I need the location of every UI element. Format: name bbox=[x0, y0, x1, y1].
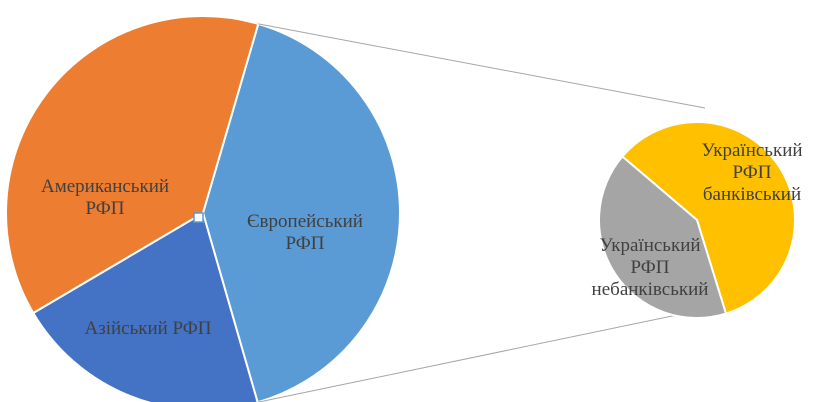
selection-handle bbox=[193, 212, 204, 223]
slice-label: Український РФП небанківський bbox=[592, 235, 709, 300]
slice-label: Європейський РФП bbox=[247, 211, 363, 254]
slice-label: Український РФП банківський bbox=[701, 140, 802, 205]
slice-label: Азійський РФП bbox=[84, 318, 211, 339]
pie-slice bbox=[31, 211, 259, 402]
pie-slice bbox=[201, 22, 401, 402]
pie-slice bbox=[620, 121, 796, 315]
pie-slice bbox=[598, 155, 728, 319]
connector-line bbox=[258, 23, 706, 109]
connector-line bbox=[257, 305, 721, 402]
pie-slice bbox=[5, 15, 260, 315]
slice-label: Американський РФП bbox=[41, 176, 169, 219]
